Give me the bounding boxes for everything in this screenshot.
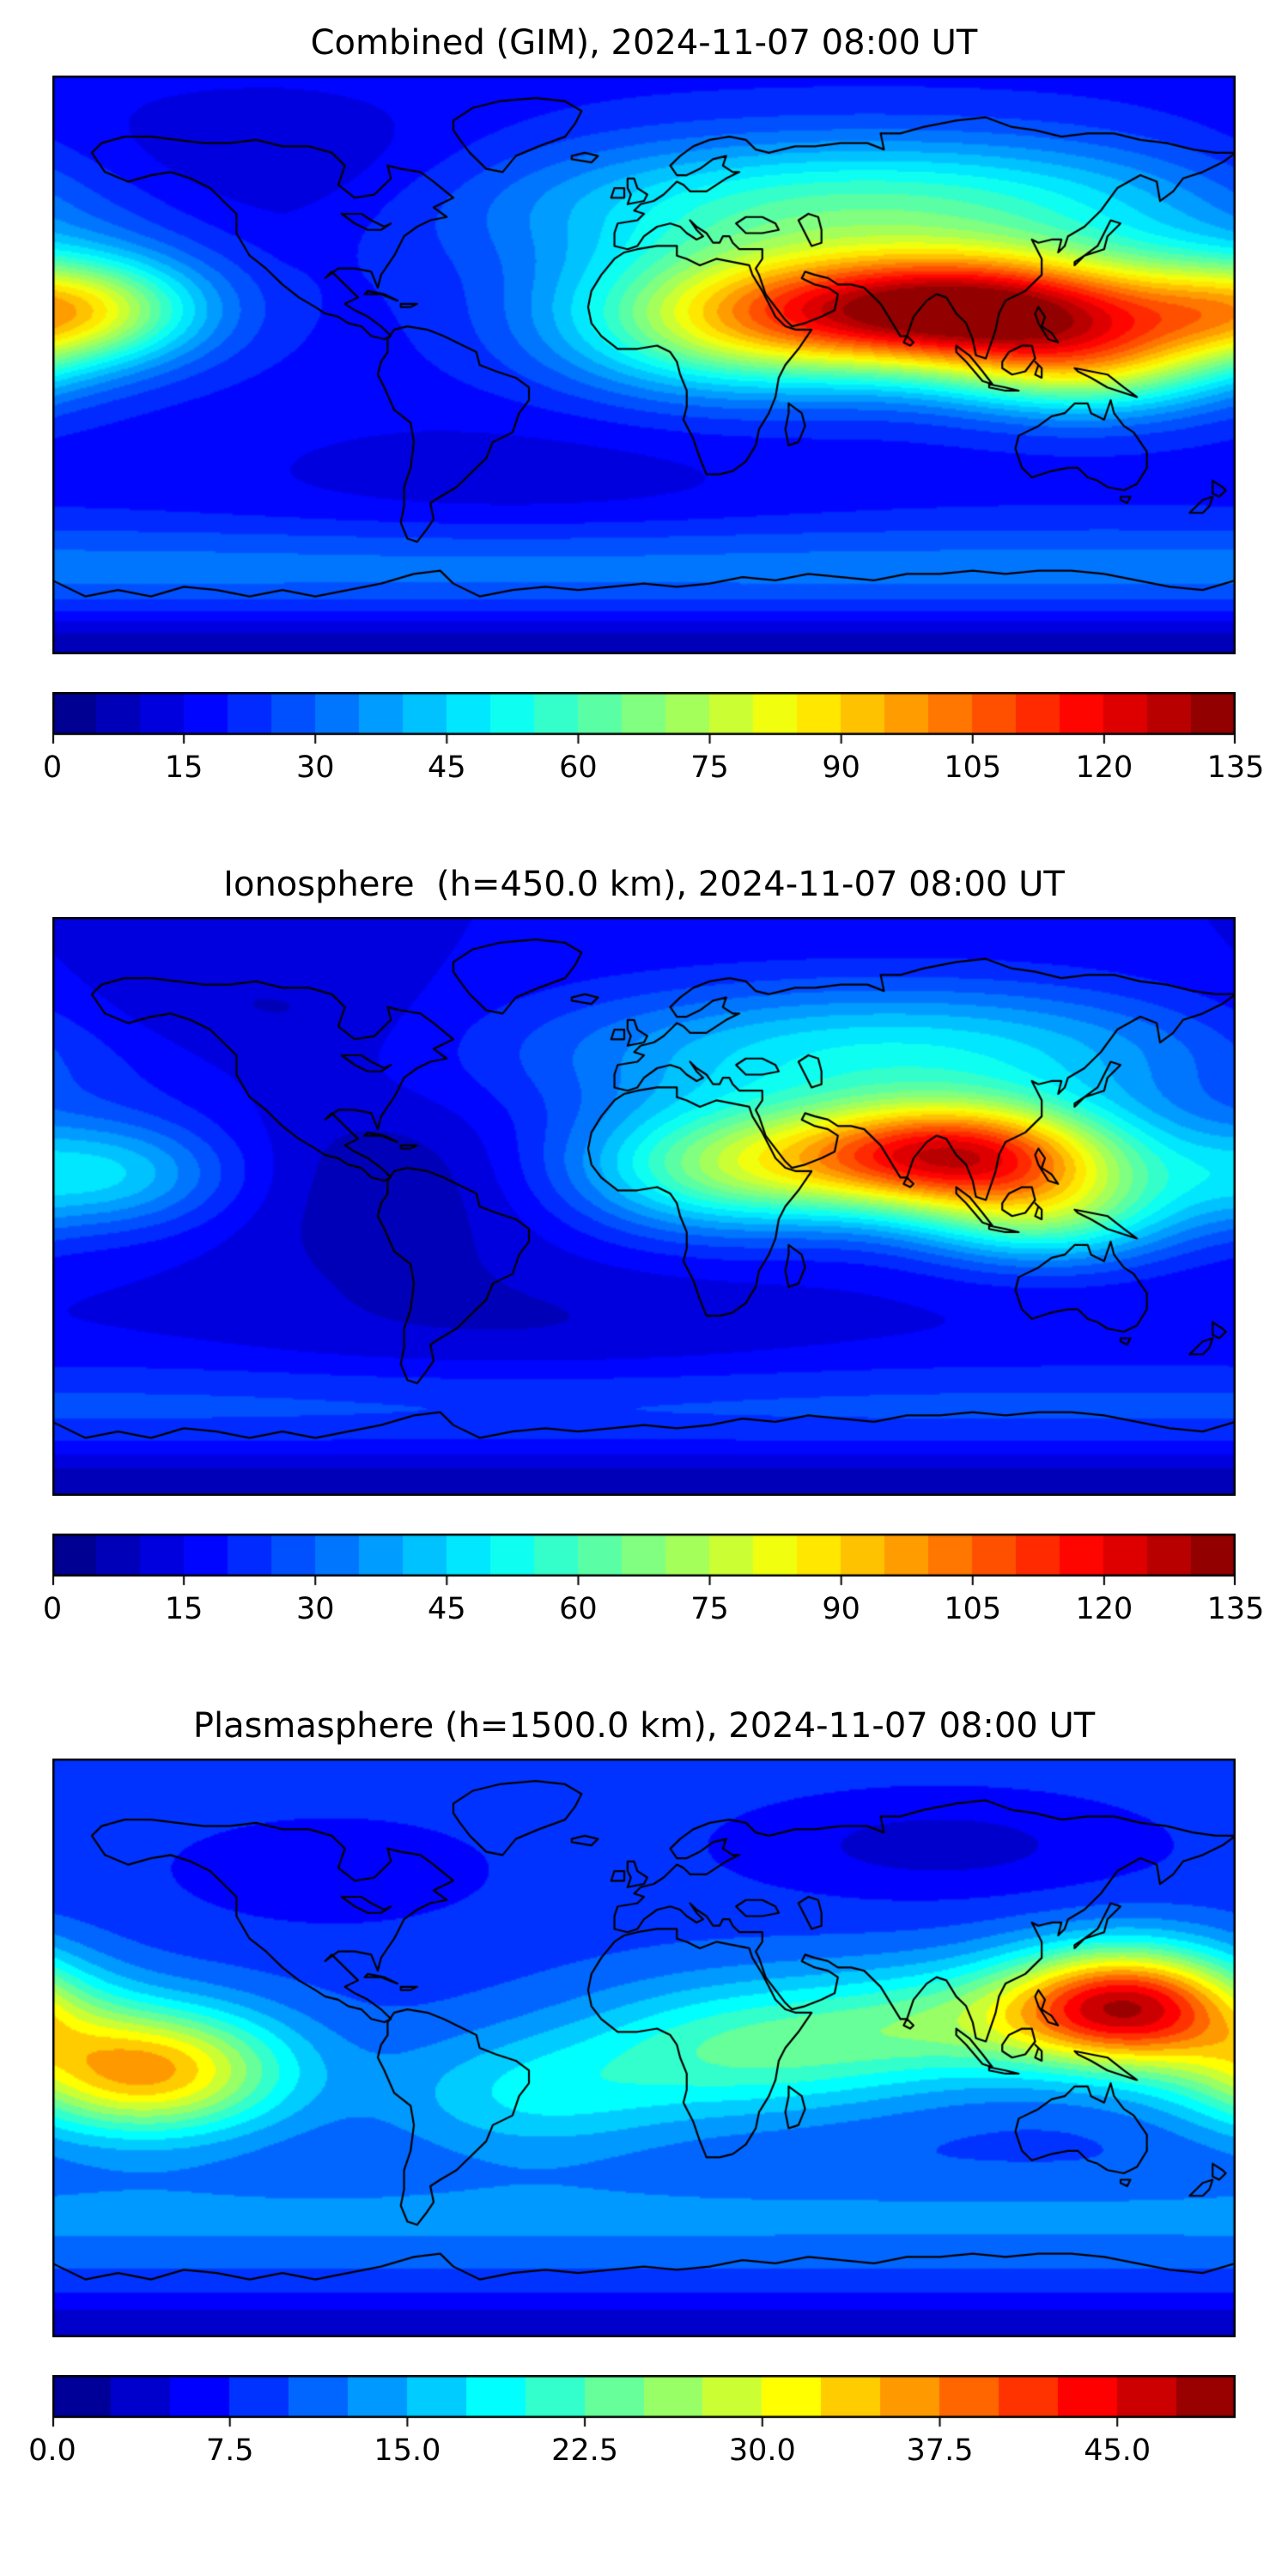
colorbar-tick-label: 90 [822,750,860,785]
colorbar-tick-label: 30 [295,750,335,785]
panel-title-ionosphere: Ionosphere (h=450.0 km), 2024-11-07 08:0… [223,865,1065,904]
colorbar-ticks-combined: 0 15 30 45 60 75 90 105 120 135 [43,747,1265,785]
map-canvas-plasmasphere [52,1759,1236,2337]
colorbar-tick-label: 45 [428,750,466,785]
colorbar-combined [52,692,1236,747]
figure: Combined (GIM), 2024-11-07 08:00 UT 0 15 3… [0,22,1288,2468]
colorbar-tick-label: 105 [944,1592,1002,1626]
colorbar-tick-label: 105 [944,750,1002,785]
colorbar-tick-label: 30 [295,1592,335,1626]
panel-ionosphere: Ionosphere (h=450.0 km), 2024-11-07 08:0… [43,864,1265,1626]
colorbar-tick-label: 37.5 [906,2433,974,2468]
map-canvas-ionosphere [52,917,1236,1496]
colorbar-tick-label: 15.0 [374,2433,441,2468]
colorbar-tick-label: 90 [822,1592,860,1626]
colorbar-tick-label: 45 [428,1592,466,1626]
panel-title-combined: Combined (GIM), 2024-11-07 08:00 UT [310,23,978,63]
colorbar-tick-label: 120 [1075,750,1133,785]
colorbar-tick-label: 60 [559,1592,598,1626]
colorbar-tick-label: 75 [690,1592,729,1626]
map-canvas-combined [52,76,1236,654]
colorbar-ionosphere [52,1534,1236,1589]
colorbar-tick-label: 15 [164,1592,204,1626]
colorbar-tick-label: 15 [164,750,204,785]
colorbar-ticks-plasmasphere: 0.0 7.5 15.0 22.5 30.0 37.5 45.0 [28,2430,1236,2468]
panel-combined: Combined (GIM), 2024-11-07 08:00 UT 0 15 3… [43,22,1265,785]
colorbar-tick-label: 135 [1206,750,1265,785]
colorbar-tick-label: 30.0 [728,2433,796,2468]
colorbar-tick-label: 75 [690,750,729,785]
colorbar-tick-label: 120 [1075,1592,1133,1626]
colorbar-tick-label: 0 [42,1592,63,1626]
colorbar-tick-label: 60 [559,750,598,785]
panel-plasmasphere: Plasmasphere (h=1500.0 km), 2024-11-07 0… [28,1705,1236,2468]
panel-title-plasmasphere: Plasmasphere (h=1500.0 km), 2024-11-07 0… [192,1706,1096,1746]
colorbar-tick-label: 135 [1206,1592,1265,1626]
colorbar-tick-label: 0 [42,750,63,785]
colorbar-tick-label: 22.5 [551,2433,619,2468]
colorbar-tick-label: 0.0 [28,2433,76,2468]
colorbar-ticks-ionosphere: 0 15 30 45 60 75 90 105 120 135 [43,1589,1265,1626]
colorbar-plasmasphere [52,2375,1236,2430]
colorbar-tick-label: 45.0 [1084,2433,1151,2468]
colorbar-tick-label: 7.5 [205,2433,254,2468]
